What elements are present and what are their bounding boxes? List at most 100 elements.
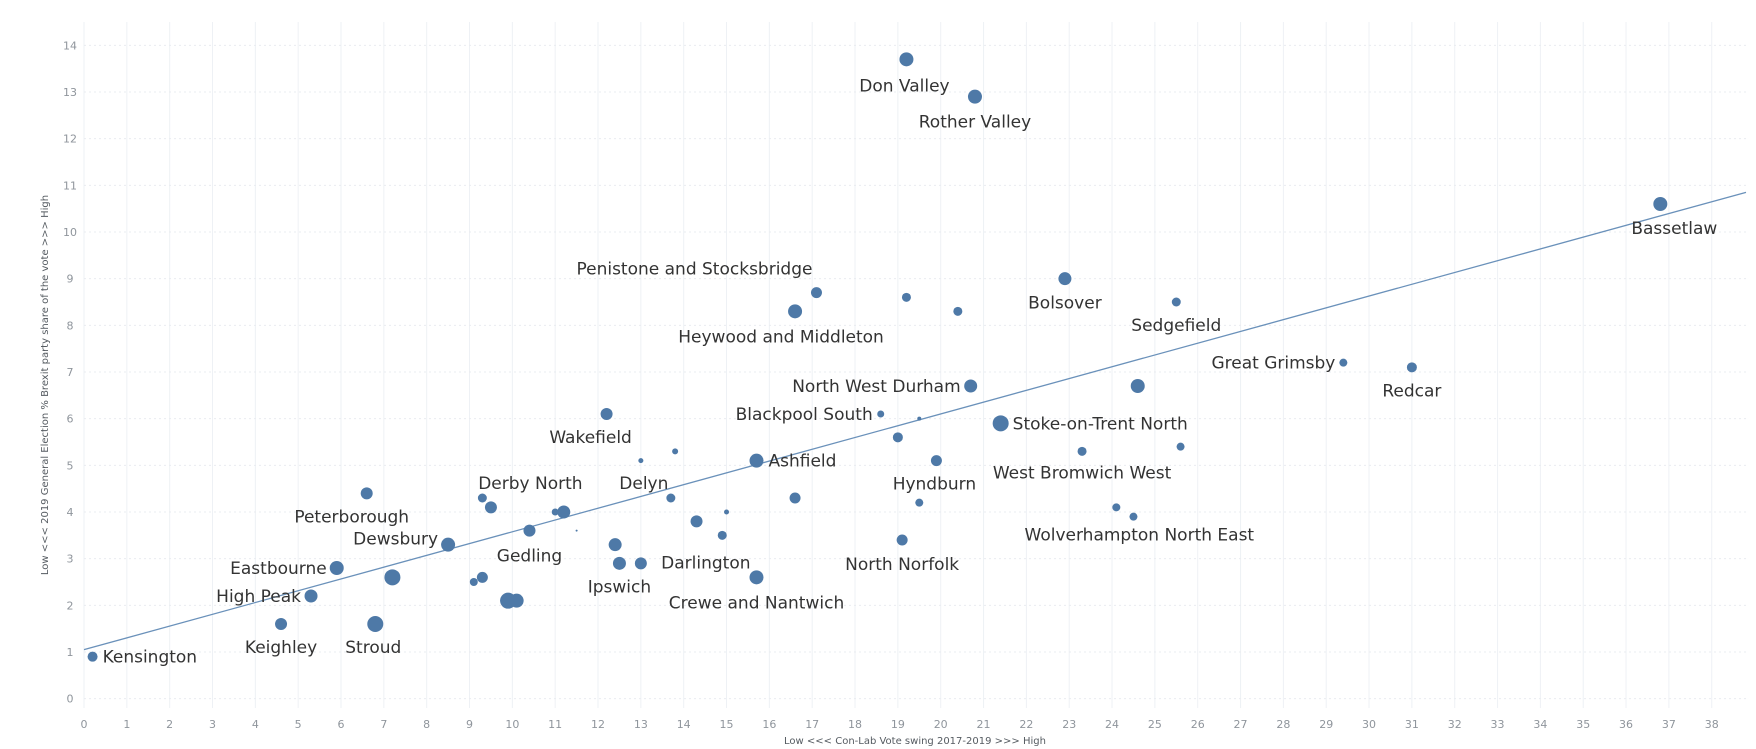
point-label: Bolsover <box>1028 294 1102 314</box>
x-axis-title: Low <<< Con-Lab Vote swing 2017-2019 >>>… <box>784 736 1046 747</box>
data-point[interactable] <box>557 505 571 519</box>
x-tick-label: 14 <box>677 718 691 731</box>
data-point[interactable] <box>749 570 764 585</box>
data-point[interactable] <box>788 304 803 319</box>
x-tick-label: 35 <box>1576 718 1590 731</box>
data-point[interactable] <box>992 415 1009 432</box>
data-point[interactable] <box>575 529 578 532</box>
data-point[interactable] <box>1176 442 1185 451</box>
data-point[interactable] <box>87 651 98 662</box>
x-tick-label: 7 <box>380 718 387 731</box>
data-point[interactable] <box>1130 379 1145 393</box>
point-label: Don Valley <box>859 76 949 96</box>
data-point[interactable] <box>717 530 727 540</box>
data-point[interactable] <box>608 538 622 552</box>
data-point[interactable] <box>612 556 626 570</box>
data-point[interactable] <box>672 448 679 455</box>
data-point[interactable] <box>896 534 908 546</box>
x-tick-label: 37 <box>1662 718 1676 731</box>
data-point[interactable] <box>275 618 288 630</box>
data-point[interactable] <box>967 89 982 104</box>
data-point[interactable] <box>484 501 497 514</box>
y-axis-title: Low <<< 2019 General Election % Brexit p… <box>40 195 51 575</box>
data-point[interactable] <box>1077 446 1087 456</box>
data-point[interactable] <box>638 458 644 464</box>
point-label: Kensington <box>103 648 198 668</box>
data-point[interactable] <box>360 487 373 500</box>
data-point[interactable] <box>749 453 764 468</box>
point-label: Ashfield <box>769 452 837 472</box>
data-point[interactable] <box>523 524 536 537</box>
data-point[interactable] <box>953 306 963 316</box>
data-point[interactable] <box>810 287 822 299</box>
point-label: Penistone and Stocksbridge <box>576 260 812 280</box>
data-point[interactable] <box>789 492 801 504</box>
x-tick-label: 31 <box>1405 718 1419 731</box>
data-point[interactable] <box>666 493 676 503</box>
x-tick-label: 17 <box>805 718 819 731</box>
x-tick-label: 34 <box>1533 718 1547 731</box>
point-label: West Bromwich West <box>993 463 1172 483</box>
y-tick-label: 9 <box>67 273 74 286</box>
x-tick-label: 0 <box>81 718 88 731</box>
data-point[interactable] <box>600 408 613 420</box>
data-point[interactable] <box>877 410 885 418</box>
x-tick-label: 27 <box>1234 718 1248 731</box>
data-point[interactable] <box>901 292 911 302</box>
data-point[interactable] <box>304 589 318 603</box>
x-tick-label: 23 <box>1062 718 1076 731</box>
point-label: Eastbourne <box>230 559 327 579</box>
x-tick-label: 5 <box>295 718 302 731</box>
point-layer <box>87 52 1668 662</box>
point-label: Wakefield <box>549 428 632 448</box>
data-point[interactable] <box>367 616 384 632</box>
data-point[interactable] <box>1171 297 1181 307</box>
x-tick-label: 18 <box>848 718 862 731</box>
point-label: Wolverhampton North East <box>1025 525 1255 545</box>
data-point[interactable] <box>509 593 524 608</box>
data-point[interactable] <box>477 493 487 503</box>
data-point[interactable] <box>1058 272 1072 286</box>
point-label: Heywood and Middleton <box>678 327 884 347</box>
point-label: Delyn <box>619 474 668 494</box>
x-tick-label: 10 <box>505 718 519 731</box>
data-point[interactable] <box>964 379 978 393</box>
point-label: Crewe and Nantwich <box>669 593 844 613</box>
data-point[interactable] <box>1129 512 1138 521</box>
y-tick-label: 2 <box>67 599 74 612</box>
data-point[interactable] <box>1112 503 1121 512</box>
y-tick-label: 5 <box>67 459 74 472</box>
data-point[interactable] <box>1406 362 1417 373</box>
data-point[interactable] <box>1339 358 1348 367</box>
x-tick-label: 16 <box>762 718 776 731</box>
y-tick-label: 13 <box>63 86 77 99</box>
data-point[interactable] <box>329 561 344 575</box>
point-label: Ipswich <box>588 577 651 597</box>
x-tick-label: 24 <box>1105 718 1119 731</box>
point-label: Darlington <box>661 553 750 573</box>
data-point[interactable] <box>551 508 559 516</box>
x-tick-label: 30 <box>1362 718 1376 731</box>
data-point[interactable] <box>441 537 456 552</box>
data-point[interactable] <box>917 416 922 421</box>
x-tick-label: 6 <box>338 718 345 731</box>
data-point[interactable] <box>930 455 942 467</box>
point-label: Dewsbury <box>353 530 438 550</box>
point-label: Sedgefield <box>1131 316 1221 336</box>
x-tick-label: 26 <box>1191 718 1205 731</box>
x-tick-label: 19 <box>891 718 905 731</box>
data-point[interactable] <box>1653 197 1668 211</box>
data-point[interactable] <box>690 515 703 528</box>
data-point[interactable] <box>469 578 478 586</box>
data-point[interactable] <box>634 557 647 570</box>
x-tick-label: 3 <box>209 718 216 731</box>
y-tick-label: 3 <box>67 553 74 566</box>
data-point[interactable] <box>724 509 730 515</box>
data-point[interactable] <box>384 569 401 586</box>
data-point[interactable] <box>892 432 903 443</box>
data-point[interactable] <box>915 498 924 507</box>
data-point[interactable] <box>899 52 914 67</box>
y-tick-label: 11 <box>63 179 77 192</box>
data-point[interactable] <box>476 571 488 583</box>
x-tick-label: 4 <box>252 718 259 731</box>
